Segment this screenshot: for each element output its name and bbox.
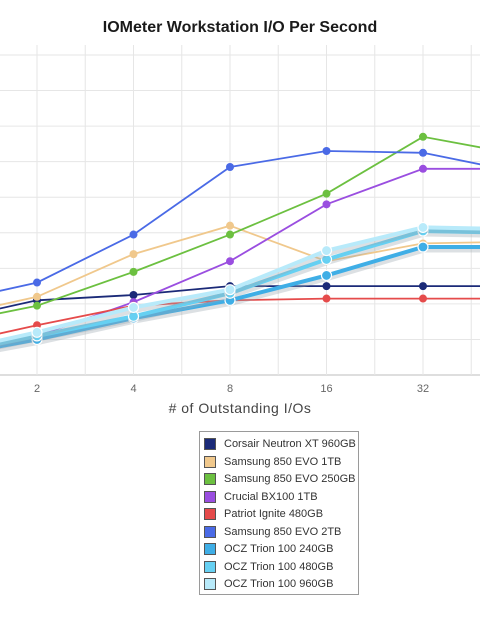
data-point bbox=[320, 269, 333, 282]
legend-swatch bbox=[204, 560, 216, 573]
series-5 bbox=[0, 147, 480, 292]
data-point bbox=[33, 301, 41, 310]
series-8 bbox=[0, 221, 480, 347]
legend-swatch bbox=[204, 455, 216, 468]
legend-label: Samsung 850 EVO 250GB bbox=[224, 473, 356, 485]
data-point bbox=[419, 282, 427, 291]
data-point bbox=[129, 230, 138, 239]
legend-label: Samsung 850 EVO 1TB bbox=[224, 455, 342, 468]
legend-item: OCZ Trion 100 240GB bbox=[204, 541, 333, 557]
data-point bbox=[322, 200, 331, 209]
data-point bbox=[129, 267, 138, 276]
x-tick-label: 8 bbox=[227, 383, 233, 395]
data-point bbox=[419, 294, 427, 303]
data-point bbox=[322, 294, 331, 303]
legend-swatch bbox=[204, 508, 216, 520]
data-point bbox=[31, 326, 43, 338]
series-6 bbox=[0, 241, 480, 352]
legend-swatch bbox=[204, 525, 216, 538]
data-point bbox=[417, 241, 429, 253]
legend-label: OCZ Trion 100 240GB bbox=[224, 543, 334, 555]
x-tick-label: 32 bbox=[417, 383, 429, 395]
legend-item: OCZ Trion 100 960GB bbox=[204, 576, 333, 592]
legend-label: Samsung 850 EVO 2TB bbox=[224, 525, 342, 538]
data-point bbox=[419, 164, 427, 173]
data-point bbox=[226, 257, 234, 266]
legend-item: Samsung 850 EVO 1TB bbox=[204, 454, 341, 470]
data-point bbox=[226, 230, 234, 239]
legend-item: OCZ Trion 100 480GB bbox=[204, 559, 333, 575]
data-point bbox=[322, 147, 331, 155]
series-2 bbox=[0, 132, 480, 315]
line-chart: 2 4 8 16 32 bbox=[0, 45, 480, 395]
legend-item: Samsung 850 EVO 250GB bbox=[204, 471, 355, 487]
legend: Corsair Neutron XT 960GB Samsung 850 EVO … bbox=[199, 431, 359, 595]
x-axis-label: # of Outstanding I/Os bbox=[168, 400, 312, 416]
legend-label: Corsair Neutron XT 960GB bbox=[224, 438, 356, 450]
legend-label: OCZ Trion 100 960GB bbox=[224, 578, 334, 590]
legend-item: Samsung 850 EVO 2TB bbox=[204, 524, 341, 540]
data-point bbox=[419, 148, 427, 157]
legend-swatch bbox=[204, 438, 216, 450]
legend-swatch bbox=[204, 473, 216, 485]
data-point bbox=[33, 292, 41, 301]
data-point bbox=[322, 189, 331, 198]
x-tick-label: 2 bbox=[34, 383, 40, 395]
data-point bbox=[419, 132, 427, 141]
series-lines bbox=[0, 132, 480, 352]
legend-label: Patriot Ignite 480GB bbox=[224, 508, 324, 520]
legend-item: Corsair Neutron XT 960GB bbox=[204, 436, 356, 452]
x-axis-ticks: 2 4 8 16 32 bbox=[34, 383, 429, 395]
x-tick-label: 4 bbox=[130, 383, 136, 395]
data-point bbox=[129, 250, 138, 259]
legend-item: Patriot Ignite 480GB bbox=[204, 506, 323, 522]
legend-item: Crucial BX100 1TB bbox=[204, 489, 318, 505]
legend-swatch bbox=[204, 578, 216, 590]
data-point bbox=[226, 221, 234, 230]
data-point bbox=[417, 221, 429, 234]
x-tick-label: 16 bbox=[320, 383, 332, 395]
data-point bbox=[226, 163, 234, 171]
data-point bbox=[320, 244, 333, 257]
legend-swatch bbox=[204, 543, 216, 555]
data-point bbox=[322, 282, 331, 291]
data-point bbox=[127, 301, 140, 314]
data-point bbox=[224, 284, 236, 296]
legend-label: Crucial BX100 1TB bbox=[224, 490, 318, 503]
legend-swatch bbox=[204, 490, 216, 503]
data-point bbox=[129, 291, 138, 299]
legend-label: OCZ Trion 100 480GB bbox=[224, 560, 334, 573]
chart-title: IOMeter Workstation I/O Per Second bbox=[102, 19, 378, 36]
data-point bbox=[33, 278, 41, 287]
